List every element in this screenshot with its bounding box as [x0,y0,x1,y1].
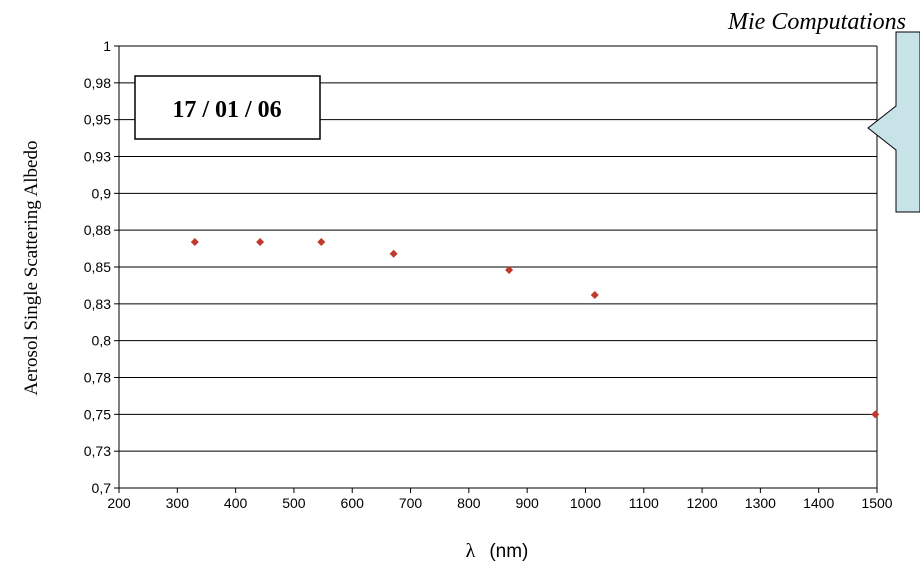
y-tick-label: 0,85 [84,259,111,275]
y-tick-label: 0,83 [84,296,111,312]
x-tick-label: 400 [224,495,248,511]
y-tick-label: 0,73 [84,443,111,459]
x-tick-label: 300 [166,495,190,511]
y-tick-label: 0,9 [92,185,112,201]
data-point [256,238,264,246]
date-annotation-text: 17 / 01 / 06 [172,97,281,123]
y-tick-label: 1 [103,38,111,54]
data-point [191,238,199,246]
chart-title: Mie Computations [727,9,906,35]
y-tick-label: 0,7 [92,480,112,496]
x-tick-label: 700 [399,495,423,511]
x-tick-label: 600 [341,495,365,511]
y-tick-label: 0,8 [92,333,112,349]
y-tick-labels: 0,7 0,73 0,75 0,78 0,8 0,83 0,85 0,88 0,9 0,93 0,9… [84,38,119,496]
x-tick-label: 1100 [629,495,659,511]
x-tick-label: 900 [515,495,539,511]
x-tick-label: 1200 [686,495,717,511]
x-tick-label: 800 [457,495,481,511]
x-tick-label: 500 [282,495,306,511]
y-tick-label: 0,93 [84,149,111,165]
data-point [390,250,398,258]
y-tick-label: 0,78 [84,370,111,386]
y-tick-label: 0,88 [84,222,111,238]
callout-shape [868,32,920,212]
x-tick-label: 200 [107,495,131,511]
data-point [871,410,879,418]
data-points [191,238,879,418]
x-tick-label: 1300 [745,495,776,511]
x-axis-label: λ (nm) [466,540,529,562]
y-tick-label: 0,98 [84,75,111,91]
data-point [317,238,325,246]
date-annotation-box: 17 / 01 / 06 [135,76,320,139]
x-axis-symbol: λ [466,540,476,562]
x-tick-labels: 200 300 400 500 600 700 800 900 1000 1100 1200 1300… [107,488,892,511]
x-axis-unit: (nm) [489,541,528,562]
y-tick-label: 0,75 [84,406,111,422]
y-axis-label: Aerosol Single Scattering Albedo [21,141,42,396]
x-tick-label: 1400 [803,495,834,511]
x-tick-label: 1000 [570,495,601,511]
y-tick-label: 0,95 [84,112,111,128]
data-point [591,291,599,299]
x-tick-label: 1500 [861,495,892,511]
